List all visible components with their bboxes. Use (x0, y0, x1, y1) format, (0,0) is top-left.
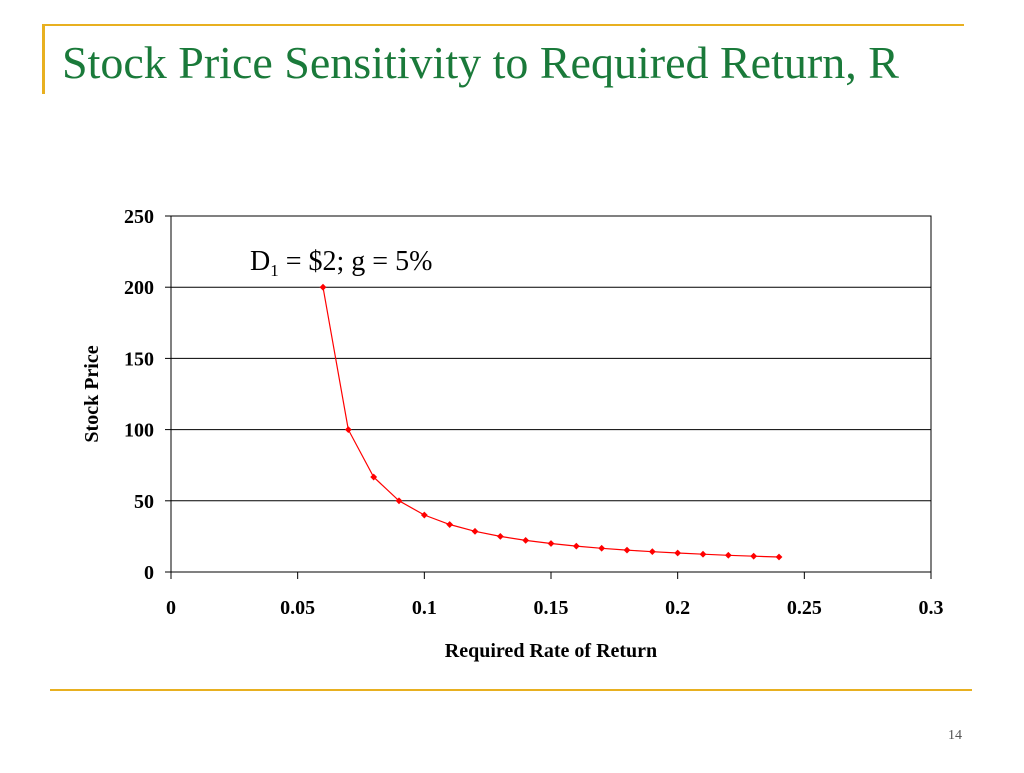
data-point (750, 552, 758, 560)
data-point (572, 542, 580, 550)
y-tick-label: 0 (144, 562, 154, 584)
series-line (322, 287, 780, 558)
page-number: 14 (948, 728, 962, 743)
y-tick-labels: 0 50 100 150 200 250 (124, 206, 154, 584)
annotation-rest: = $2; g = 5% (279, 246, 433, 277)
data-point (420, 511, 428, 519)
data-point (775, 553, 783, 561)
data-point (471, 527, 479, 535)
data-point (547, 540, 555, 547)
data-point (496, 533, 504, 540)
data-point (623, 546, 631, 554)
x-tick-label: 0.1 (412, 597, 437, 619)
y-axis-label: Stock Price (81, 345, 103, 442)
data-point (446, 521, 454, 528)
title-accent-bar (42, 24, 45, 94)
data-point (598, 544, 606, 552)
y-tick-label: 200 (124, 277, 154, 299)
x-tick-labels: 0 0.05 0.1 0.15 0.2 0.25 0.3 (166, 597, 944, 619)
data-point (319, 283, 327, 291)
data-point (370, 473, 378, 481)
x-tick-label: 0.15 (534, 597, 569, 619)
slide-title: Stock Price Sensitivity to Required Retu… (62, 37, 899, 88)
data-point (522, 536, 530, 544)
y-tick-label: 250 (124, 206, 154, 228)
data-point (648, 548, 656, 556)
y-tick-label: 100 (124, 420, 154, 442)
y-tick-label: 50 (134, 491, 154, 513)
chart-annotation: D1 = $2; g = 5% (250, 246, 432, 280)
x-axis-label: Required Rate of Return (445, 640, 657, 662)
data-point (724, 551, 732, 559)
x-tick-label: 0.2 (665, 597, 690, 619)
data-point (395, 497, 403, 505)
data-point (699, 550, 707, 558)
top-accent-line (42, 24, 964, 26)
series-group (319, 283, 783, 561)
data-point (344, 426, 352, 433)
x-tick-label: 0.05 (280, 597, 315, 619)
annotation-subscript: 1 (270, 261, 279, 280)
data-point (674, 549, 682, 557)
gridlines (171, 286, 931, 502)
x-tick-label: 0.3 (919, 597, 944, 619)
annotation-main: D (250, 246, 270, 277)
axis-ticks (165, 215, 932, 579)
x-tick-label: 0 (166, 597, 176, 619)
bottom-accent-line (50, 689, 972, 691)
x-tick-label: 0.25 (787, 597, 822, 619)
y-tick-label: 150 (124, 348, 154, 370)
